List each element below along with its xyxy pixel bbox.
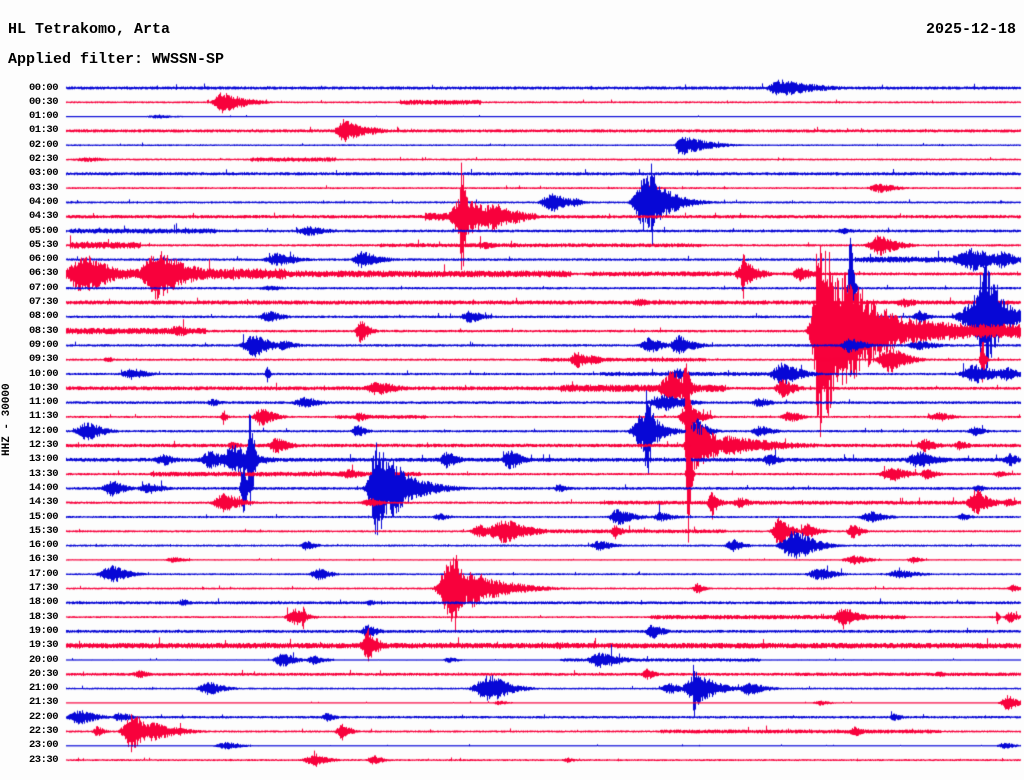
time-label-09:00: 09:00 bbox=[28, 338, 59, 351]
time-label-07:30: 07:30 bbox=[28, 296, 59, 308]
time-label-01:30: 01:30 bbox=[28, 124, 59, 137]
time-label-15:30: 15:30 bbox=[28, 524, 59, 537]
time-label-19:30: 19:30 bbox=[28, 639, 59, 652]
time-label-16:30: 16:30 bbox=[28, 553, 59, 566]
station-title: HL Tetrakomo, Arta bbox=[8, 21, 171, 38]
time-label-07:00: 07:00 bbox=[28, 281, 59, 294]
time-label-03:00: 03:00 bbox=[28, 167, 59, 180]
time-label-04:30: 04:30 bbox=[28, 210, 59, 223]
time-label-00:00: 00:00 bbox=[28, 81, 59, 94]
time-label-12:30: 12:30 bbox=[28, 439, 59, 451]
time-label-13:30: 13:30 bbox=[28, 467, 59, 480]
time-label-14:00: 14:00 bbox=[28, 481, 59, 494]
time-label-16:00: 16:00 bbox=[28, 539, 59, 552]
time-label-04:00: 04:00 bbox=[28, 195, 59, 208]
time-label-12:00: 12:00 bbox=[28, 424, 59, 437]
time-label-05:00: 05:00 bbox=[28, 224, 59, 237]
filter-label: Applied filter: WWSSN-SP bbox=[8, 51, 225, 68]
time-label-18:00: 18:00 bbox=[28, 596, 59, 609]
time-label-20:30: 20:30 bbox=[28, 667, 59, 680]
date-label: 2025-12-18 bbox=[925, 21, 1016, 38]
time-label-01:00: 01:00 bbox=[28, 110, 59, 123]
time-label-15:00: 15:00 bbox=[28, 510, 59, 523]
time-label-11:00: 11:00 bbox=[28, 396, 59, 409]
time-label-10:30: 10:30 bbox=[28, 381, 59, 394]
time-label-22:00: 22:00 bbox=[28, 710, 59, 723]
time-label-05:30: 05:30 bbox=[28, 238, 59, 251]
time-label-08:00: 08:00 bbox=[28, 310, 59, 323]
time-label-11:30: 11:30 bbox=[28, 410, 59, 423]
time-label-14:30: 14:30 bbox=[28, 496, 59, 509]
time-label-19:00: 19:00 bbox=[28, 624, 59, 637]
time-label-18:30: 18:30 bbox=[28, 610, 59, 623]
time-label-17:00: 17:00 bbox=[28, 567, 59, 580]
time-label-22:30: 22:30 bbox=[28, 725, 59, 737]
time-label-00:30: 00:30 bbox=[28, 95, 59, 108]
time-label-23:30: 23:30 bbox=[28, 753, 59, 766]
time-label-21:00: 21:00 bbox=[28, 682, 59, 695]
time-label-20:00: 20:00 bbox=[28, 653, 59, 666]
time-label-02:00: 02:00 bbox=[28, 138, 59, 151]
time-label-06:00: 06:00 bbox=[28, 253, 59, 266]
time-label-02:30: 02:30 bbox=[28, 153, 59, 165]
time-label-10:00: 10:00 bbox=[28, 367, 59, 380]
time-label-21:30: 21:30 bbox=[28, 696, 59, 709]
time-label-09:30: 09:30 bbox=[28, 353, 59, 366]
time-label-23:00: 23:00 bbox=[28, 739, 59, 752]
time-label-03:30: 03:30 bbox=[28, 181, 59, 194]
time-label-13:00: 13:00 bbox=[28, 453, 59, 466]
time-label-17:30: 17:30 bbox=[28, 582, 59, 594]
time-label-08:30: 08:30 bbox=[28, 324, 59, 337]
time-label-06:30: 06:30 bbox=[28, 267, 59, 280]
